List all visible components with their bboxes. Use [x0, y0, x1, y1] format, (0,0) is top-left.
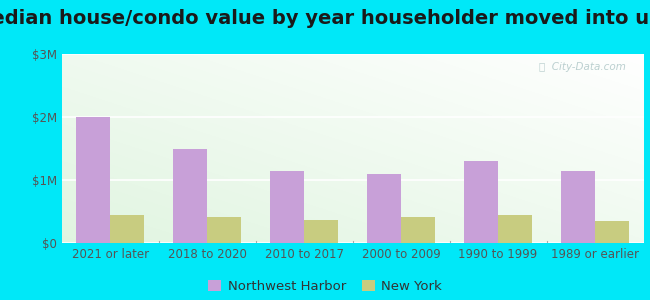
Bar: [207, 217, 241, 243]
Bar: [464, 161, 498, 243]
Text: ⓘ  City-Data.com: ⓘ City-Data.com: [539, 61, 626, 72]
Bar: [76, 117, 111, 243]
Bar: [367, 174, 401, 243]
Bar: [401, 217, 435, 243]
Bar: [561, 170, 595, 243]
Bar: [174, 148, 207, 243]
Bar: [111, 215, 144, 243]
Bar: [595, 221, 629, 243]
Bar: [498, 215, 532, 243]
Text: Median house/condo value by year householder moved into unit: Median house/condo value by year househo…: [0, 9, 650, 28]
Legend: Northwest Harbor, New York: Northwest Harbor, New York: [208, 280, 442, 293]
Bar: [304, 220, 338, 243]
Bar: [270, 170, 304, 243]
